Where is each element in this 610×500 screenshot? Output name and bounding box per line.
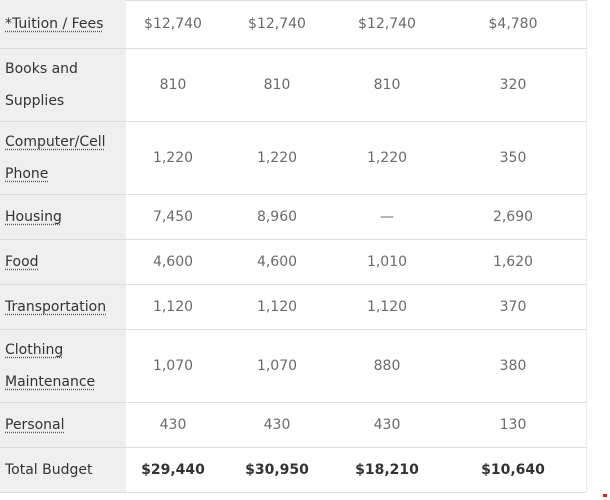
value-cell: 4,600 (126, 239, 220, 285)
value-cell: 4,600 (220, 239, 334, 285)
value-cell: $12,740 (334, 0, 440, 49)
table-row-transportation: Transportation 1,120 1,120 1,120 370 (0, 284, 586, 330)
value-cell: $12,740 (220, 0, 334, 49)
table-row-food: Food 4,600 4,600 1,010 1,620 (0, 239, 586, 285)
total-budget-label: Total Budget (5, 461, 93, 478)
value-cell: 1,120 (220, 284, 334, 330)
total-value-cell: $10,640 (440, 447, 586, 493)
row-label-cell: Clothing Maintenance (0, 329, 126, 403)
value-cell: $12,740 (126, 0, 220, 49)
value-cell: 1,070 (220, 329, 334, 403)
tuition-fees-link[interactable]: *Tuition / Fees (5, 15, 104, 32)
books-supplies-label: Books and Supplies (5, 60, 78, 109)
value-cell: 350 (440, 121, 586, 195)
transportation-link[interactable]: Transportation (5, 298, 107, 315)
total-value-cell: $18,210 (334, 447, 440, 493)
value-cell: 1,010 (334, 239, 440, 285)
value-cell: 1,120 (334, 284, 440, 330)
table-row-housing: Housing 7,450 8,960 — 2,690 (0, 194, 586, 240)
row-label-cell: Books and Supplies (0, 48, 126, 122)
value-cell: 430 (126, 402, 220, 448)
value-cell: — (334, 194, 440, 240)
table-row-computer: Computer/Cell Phone 1,220 1,220 1,220 35… (0, 121, 586, 195)
table-right-border (586, 0, 587, 492)
value-cell: 810 (334, 48, 440, 122)
value-cell: 7,450 (126, 194, 220, 240)
value-cell: 380 (440, 329, 586, 403)
value-cell: 1,620 (440, 239, 586, 285)
table-row-books: Books and Supplies 810 810 810 320 (0, 48, 586, 122)
value-cell: $4,780 (440, 0, 586, 49)
value-cell: 1,220 (126, 121, 220, 195)
value-cell: 880 (334, 329, 440, 403)
row-label-cell: *Tuition / Fees (0, 0, 126, 49)
table-row-clothing: Clothing Maintenance 1,070 1,070 880 380 (0, 329, 586, 403)
value-cell: 810 (220, 48, 334, 122)
table-row-personal: Personal 430 430 430 130 (0, 402, 586, 448)
corner-mark (603, 494, 607, 497)
table-row-tuition: *Tuition / Fees $12,740 $12,740 $12,740 … (0, 0, 586, 49)
value-cell: 2,690 (440, 194, 586, 240)
table-row-total: Total Budget $29,440 $30,950 $18,210 $10… (0, 447, 586, 493)
value-cell: 320 (440, 48, 586, 122)
value-cell: 1,070 (126, 329, 220, 403)
row-label-cell: Total Budget (0, 447, 126, 493)
value-cell: 8,960 (220, 194, 334, 240)
row-label-cell: Food (0, 239, 126, 285)
value-cell: 1,220 (334, 121, 440, 195)
row-label-cell: Computer/Cell Phone (0, 121, 126, 195)
row-label-cell: Personal (0, 402, 126, 448)
personal-link[interactable]: Personal (5, 416, 65, 433)
clothing-maintenance-link[interactable]: Clothing Maintenance (5, 341, 96, 390)
value-cell: 130 (440, 402, 586, 448)
budget-table: *Tuition / Fees $12,740 $12,740 $12,740 … (0, 0, 586, 493)
value-cell: 1,220 (220, 121, 334, 195)
value-cell: 370 (440, 284, 586, 330)
value-cell: 810 (126, 48, 220, 122)
row-label-cell: Housing (0, 194, 126, 240)
value-cell: 430 (334, 402, 440, 448)
computer-phone-link[interactable]: Computer/Cell Phone (5, 133, 106, 182)
row-label-cell: Transportation (0, 284, 126, 330)
total-value-cell: $30,950 (220, 447, 334, 493)
food-link[interactable]: Food (5, 253, 39, 270)
value-cell: 430 (220, 402, 334, 448)
housing-link[interactable]: Housing (5, 208, 62, 225)
total-value-cell: $29,440 (126, 447, 220, 493)
value-cell: 1,120 (126, 284, 220, 330)
